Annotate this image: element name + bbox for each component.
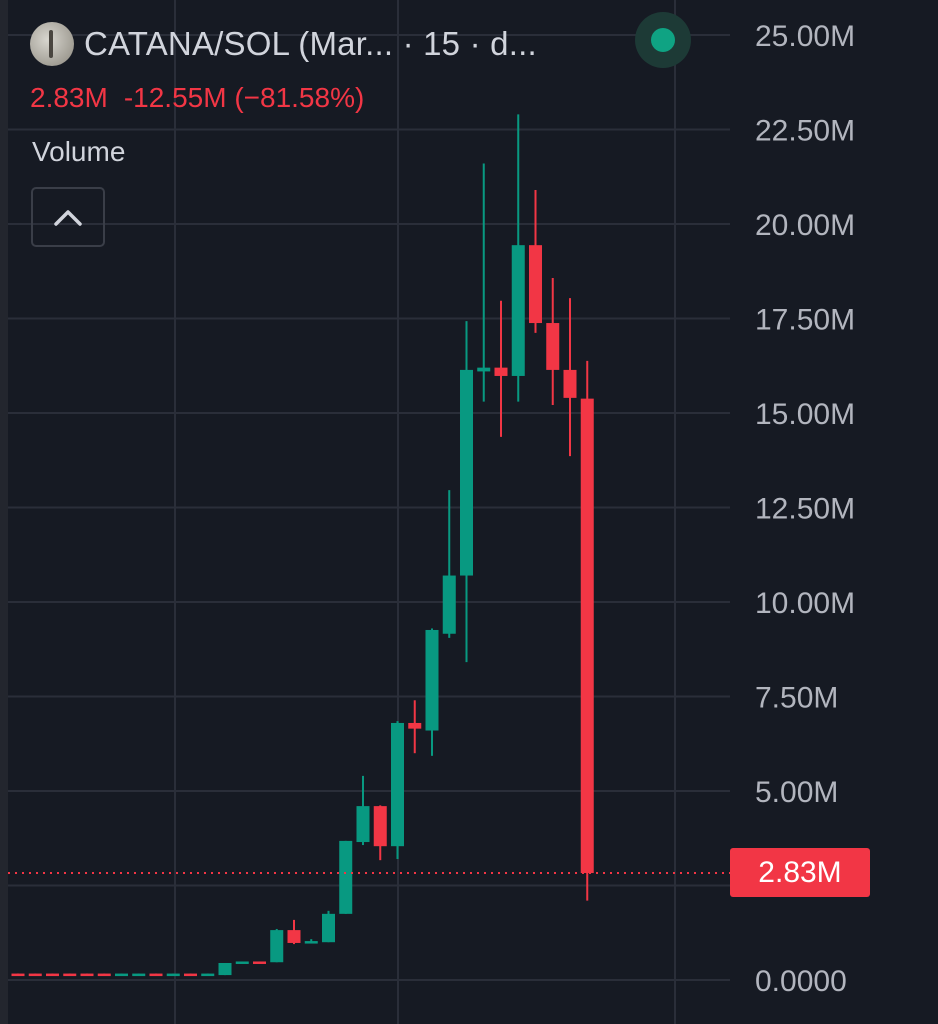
candle <box>218 962 232 976</box>
candle-body <box>356 806 370 843</box>
last-price: 2.83M <box>30 82 108 113</box>
candle <box>63 973 77 977</box>
candle-body <box>373 806 387 847</box>
candle-body <box>97 973 111 977</box>
candle <box>149 973 163 977</box>
candle <box>511 114 525 402</box>
candle-body <box>408 722 422 729</box>
candle <box>373 805 387 861</box>
candle <box>580 360 594 901</box>
candle-body <box>287 930 301 943</box>
candle-body <box>201 973 215 977</box>
candle <box>115 973 128 977</box>
y-tick-label: 17.50M <box>755 304 855 337</box>
symbol-title[interactable]: CATANA/SOL (Mar... · 15 · d... <box>84 25 537 62</box>
candle-body <box>11 973 25 977</box>
candle <box>11 973 25 977</box>
candle-body <box>149 973 163 977</box>
candle-body <box>235 961 249 964</box>
candle-body <box>166 973 180 977</box>
candle <box>546 278 560 406</box>
candle <box>304 939 318 944</box>
live-status-indicator-icon <box>635 12 691 68</box>
chevron-up-icon <box>54 210 82 226</box>
candle-body <box>391 722 404 847</box>
candle <box>425 628 439 756</box>
candle-body <box>63 973 77 977</box>
candle-body <box>253 961 266 964</box>
candle <box>46 973 59 977</box>
candle-body <box>425 629 439 731</box>
collapse-indicators-button[interactable] <box>31 187 105 247</box>
candle-body <box>115 973 128 977</box>
candle-body <box>580 398 594 874</box>
candle <box>166 973 180 977</box>
candle-body <box>270 930 284 963</box>
price-change-row: 2.83M -12.55M (−81.58%) <box>30 82 364 114</box>
candle <box>322 910 335 943</box>
y-tick-label: 7.50M <box>755 682 838 715</box>
symbol-header[interactable]: CATANA/SOL (Mar... · 15 · d... <box>30 22 537 66</box>
candle-body <box>218 962 232 976</box>
candle-body <box>132 973 146 977</box>
candle <box>356 775 370 846</box>
y-tick-label: 5.00M <box>755 776 838 809</box>
token-logo-icon <box>30 22 74 66</box>
candle <box>184 973 197 977</box>
left-edge-border <box>0 0 8 1024</box>
candle <box>339 840 353 914</box>
candle-body <box>460 369 473 576</box>
candle <box>287 919 301 945</box>
candle-body <box>28 973 42 977</box>
candle <box>494 300 508 437</box>
y-tick-label: 10.00M <box>755 587 855 620</box>
candle <box>477 163 491 402</box>
candle <box>460 321 473 663</box>
candle-body <box>477 367 491 372</box>
y-tick-label: 25.00M <box>755 20 855 53</box>
price-change: -12.55M <box>123 82 227 113</box>
candle-body <box>494 367 508 376</box>
candles <box>11 114 594 977</box>
candle-body <box>46 973 59 977</box>
y-tick-label: 22.50M <box>755 115 855 148</box>
candle <box>132 973 146 977</box>
price-axis[interactable]: 25.00M 22.50M 20.00M 17.50M 15.00M 12.50M 10.0… <box>755 20 855 998</box>
y-tick-label: 15.00M <box>755 398 855 431</box>
candle-body <box>184 973 197 977</box>
candle <box>391 721 404 860</box>
candle <box>408 700 422 754</box>
candle <box>235 961 249 964</box>
candle <box>253 961 266 964</box>
candle-body <box>546 323 560 370</box>
candle <box>201 973 215 977</box>
candle <box>97 973 111 977</box>
y-tick-label: 12.50M <box>755 493 855 526</box>
last-price-tag: 2.83M <box>730 848 870 897</box>
candle-body <box>80 973 94 977</box>
candle <box>563 298 577 457</box>
price-change-percent: (−81.58%) <box>234 82 365 113</box>
candle-body <box>511 245 525 376</box>
y-tick-label: 20.00M <box>755 209 855 242</box>
grid-lines <box>8 0 730 1024</box>
candle-body <box>529 245 542 324</box>
volume-indicator-label[interactable]: Volume <box>32 136 126 167</box>
candle <box>529 189 542 333</box>
candle-body <box>442 575 456 634</box>
candle <box>270 928 284 963</box>
candle <box>28 973 42 977</box>
candle <box>80 973 94 977</box>
candle-body <box>339 840 353 914</box>
candle-body <box>304 941 318 944</box>
candle-body <box>322 913 335 943</box>
y-tick-label: 0.0000 <box>755 965 847 998</box>
candle-body <box>563 369 577 398</box>
candle <box>442 490 456 638</box>
